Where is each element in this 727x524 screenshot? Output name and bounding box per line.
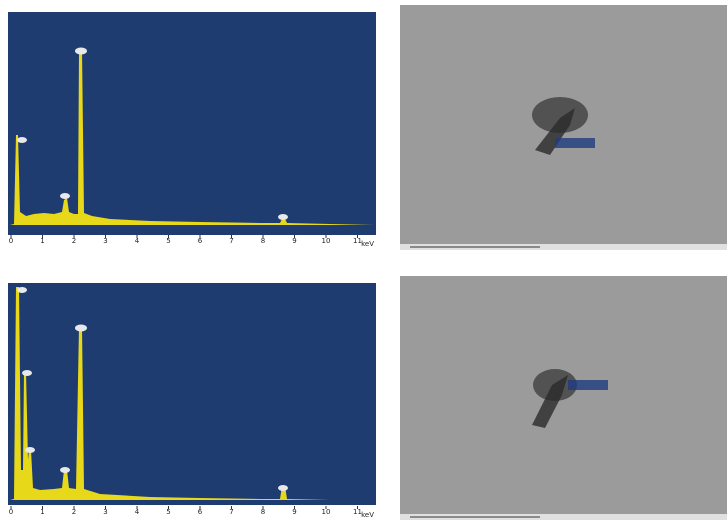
peak-marker [25, 447, 35, 453]
x-tick-label: 1 [40, 508, 44, 516]
x-tick-label: 9 [292, 508, 296, 516]
peak-marker [60, 193, 70, 199]
x-tick-label: 10 [322, 237, 331, 245]
peak-marker [75, 324, 87, 332]
info-bar [400, 244, 727, 250]
x-tick-label: 11 [353, 237, 362, 245]
particle [532, 97, 588, 133]
sem-image [400, 276, 727, 520]
spectrum-trace [10, 50, 374, 225]
x-axis: 0 1 2 3 4 5 6 7 8 9 10 11 keV [8, 235, 376, 248]
peak-marker [60, 467, 70, 473]
peak-marker [278, 214, 288, 220]
x-tick-label: 4 [135, 237, 140, 245]
peak-markers [17, 287, 288, 491]
spectrum-trace [10, 287, 374, 500]
spot-label [555, 138, 595, 148]
x-tick-label: 10 [322, 508, 331, 516]
info-bar [400, 514, 727, 520]
x-tick-label: 2 [72, 508, 76, 516]
spot-label [568, 380, 608, 390]
axis-strip [8, 506, 376, 518]
spectrum-panel: 0 1 2 3 4 5 6 7 8 9 10 11 keV [8, 283, 376, 519]
x-tick-label: 2 [72, 237, 76, 245]
peak-marker [17, 287, 27, 293]
peak-marker [22, 370, 32, 376]
peak-marker [75, 47, 87, 55]
x-tick-label: 5 [166, 508, 170, 516]
x-tick-label: 11 [353, 508, 362, 516]
x-unit: keV [361, 240, 374, 248]
spectrum-background [8, 283, 376, 505]
x-axis: 0 1 2 3 4 5 6 7 8 9 10 11 keV [8, 506, 376, 519]
peak-marker [278, 485, 288, 491]
x-tick-label: 3 [103, 237, 107, 245]
x-tick-label: 6 [198, 237, 203, 245]
spectrum-background [8, 12, 376, 235]
x-tick-label: 7 [229, 508, 233, 516]
x-tick-label: 5 [166, 237, 170, 245]
spectrum-panel: 0 1 2 3 4 5 6 7 8 9 10 11 keV [8, 12, 376, 248]
x-tick-label: 0 [9, 508, 13, 516]
x-tick-label: 9 [292, 237, 296, 245]
sem-image [400, 5, 727, 250]
x-tick-label: 0 [9, 237, 13, 245]
particle [535, 108, 575, 155]
x-tick-label: 4 [135, 508, 140, 516]
peak-marker [17, 137, 27, 143]
x-unit: keV [361, 511, 374, 519]
x-tick-label: 8 [261, 237, 265, 245]
x-tick-label: 1 [40, 237, 44, 245]
x-tick-label: 3 [103, 508, 107, 516]
axis-strip [8, 235, 376, 247]
x-tick-label: 7 [229, 237, 233, 245]
particle [532, 375, 568, 428]
x-tick-label: 6 [198, 508, 203, 516]
peak-markers [17, 47, 288, 220]
x-tick-label: 8 [261, 508, 265, 516]
